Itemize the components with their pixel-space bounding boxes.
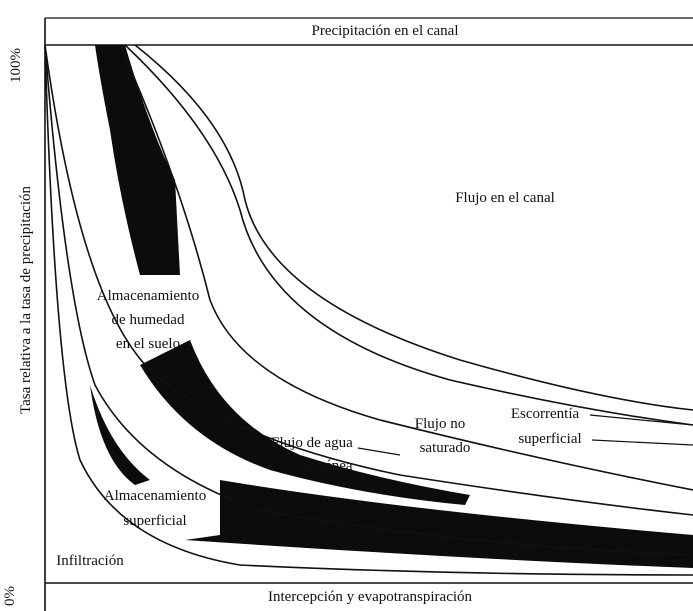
label: Almacenamiento xyxy=(97,288,199,304)
label: en el suelo xyxy=(116,336,180,352)
label: Flujo en el canal xyxy=(455,190,555,206)
label: Intercepción y evapotranspiración xyxy=(268,589,473,605)
groundwater-band xyxy=(140,340,470,505)
label: Infiltración xyxy=(56,553,124,569)
label: subterránea xyxy=(283,458,352,474)
runoff-curve-2 xyxy=(134,44,693,411)
runoff-curve-1 xyxy=(124,44,693,426)
surface-storage-curve xyxy=(44,44,693,556)
label: superficial xyxy=(518,431,581,447)
axis-top: 100% xyxy=(8,48,24,83)
axis-label: Tasa relativa a la tasa de precipitación xyxy=(18,186,34,414)
axis-bottom: 0% xyxy=(2,586,18,606)
groundwater-curve xyxy=(44,44,693,516)
label: Almacenamiento xyxy=(104,488,206,504)
leader xyxy=(589,414,693,426)
label: superficial xyxy=(123,513,186,529)
label: de humedad xyxy=(112,312,185,328)
unsaturated-curve xyxy=(119,44,693,491)
label: Precipitación en el canal xyxy=(311,23,458,39)
label: Flujo de agua xyxy=(271,435,353,451)
surface-storage-band xyxy=(90,385,150,485)
label: saturado xyxy=(420,440,471,456)
label: Flujo no xyxy=(415,416,465,432)
soil-moisture-band xyxy=(95,45,180,275)
leader xyxy=(357,447,401,456)
infiltration-curve xyxy=(44,44,693,576)
bottom-band xyxy=(185,480,693,568)
label: Escorrentía xyxy=(511,406,580,422)
leader xyxy=(591,439,693,446)
